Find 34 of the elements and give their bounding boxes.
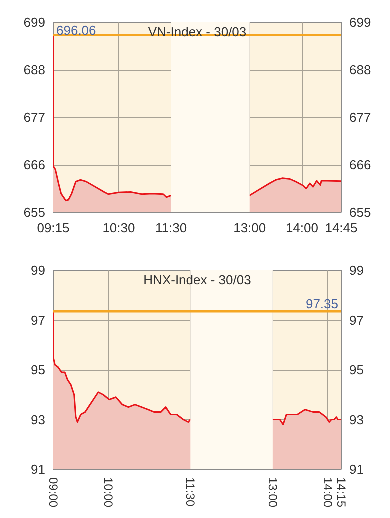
- y-tick-label: 666: [24, 158, 46, 172]
- y2-tick-label: 97: [350, 312, 364, 328]
- y-tick-label: 91: [31, 462, 46, 477]
- y-tick-label: 95: [31, 362, 46, 378]
- y-tick-label: 677: [24, 110, 46, 125]
- x-tick-label: 10:30: [102, 220, 136, 236]
- y-tick-label: 688: [24, 62, 46, 78]
- x-tick-label: 11:30: [184, 478, 198, 507]
- y-tick-label: 699: [24, 15, 46, 30]
- ref-line-label: 97.35: [306, 296, 339, 312]
- y2-tick-label: 95: [350, 362, 364, 378]
- y-tick-label: 93: [31, 412, 46, 428]
- x-tick-label: 14:15: [334, 478, 348, 508]
- x-tick-label: 13:00: [234, 220, 266, 236]
- y2-tick-label: 677: [350, 110, 372, 125]
- y2-tick-label: 699: [350, 15, 372, 30]
- x-tick-label: 11:30: [156, 220, 188, 236]
- y2-tick-label: 99: [350, 263, 364, 278]
- x-tick-label: 14:45: [325, 220, 358, 236]
- x-tick-label: 13:00: [266, 478, 280, 508]
- y2-tick-label: 655: [350, 205, 372, 220]
- y2-tick-label: 91: [350, 462, 364, 477]
- y-tick-label: 655: [24, 205, 46, 220]
- x-tick-label: 09:00: [46, 478, 60, 508]
- y-tick-label: 99: [31, 263, 46, 278]
- x-tick-label: 09:15: [37, 220, 70, 236]
- x-tick-label: 14:00: [286, 220, 319, 236]
- y2-tick-label: 666: [350, 158, 372, 172]
- y2-tick-label: 688: [350, 62, 372, 78]
- y2-tick-label: 93: [350, 412, 364, 428]
- x-tick-label: 14:00: [320, 478, 335, 508]
- chart-title: HNX-Index - 30/03: [144, 272, 252, 288]
- y-tick-label: 97: [31, 312, 46, 328]
- x-tick-label: 10:00: [101, 478, 116, 508]
